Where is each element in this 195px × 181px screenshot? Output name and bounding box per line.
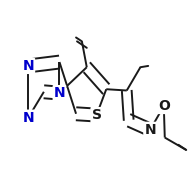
Text: N: N bbox=[22, 59, 34, 73]
Text: N: N bbox=[54, 86, 65, 100]
Text: S: S bbox=[91, 108, 102, 122]
Text: N: N bbox=[144, 123, 156, 137]
Text: N: N bbox=[22, 111, 34, 125]
Text: O: O bbox=[158, 99, 170, 113]
